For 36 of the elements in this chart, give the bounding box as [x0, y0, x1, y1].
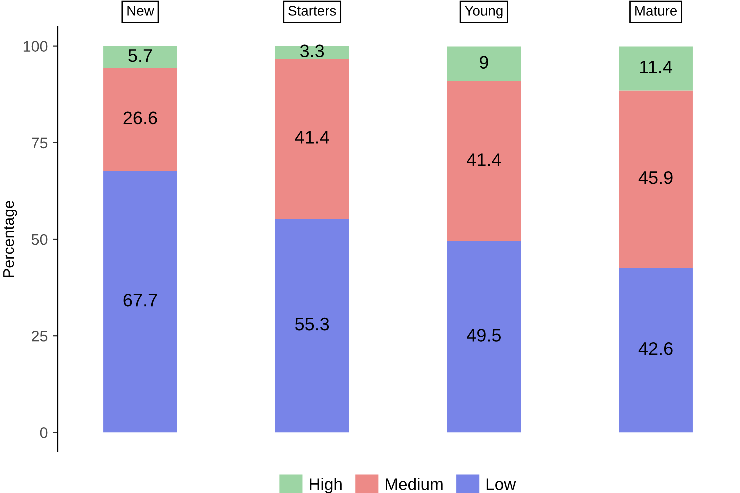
data-label: 41.4	[295, 131, 330, 144]
data-label: 9	[480, 56, 488, 69]
data-label: 55.3	[295, 318, 330, 331]
y-tick-label: 75	[32, 138, 48, 149]
data-label: 26.6	[124, 112, 158, 125]
bar	[275, 46, 350, 60]
data-label: 49.5	[467, 329, 501, 342]
bar	[619, 90, 693, 268]
legend-label: Low	[486, 478, 516, 490]
bar	[104, 171, 178, 433]
legend-label: Medium	[386, 478, 443, 490]
x-tick-label: Starters	[288, 6, 336, 16]
data-label: 45.9	[638, 171, 673, 184]
data-label: 67.7	[124, 294, 158, 307]
bar	[619, 268, 693, 433]
y-tick-label: 100	[24, 41, 48, 52]
data-label: 11.4	[640, 60, 672, 74]
data-label: 41.4	[467, 154, 502, 166]
bar	[619, 46, 693, 91]
x-tick-label: New	[128, 6, 154, 16]
data-label: 42.6	[638, 342, 673, 356]
y-axis-title: Percentage	[4, 201, 18, 278]
data-label: 5.7	[128, 50, 152, 62]
bar	[447, 81, 522, 242]
data-label: 3.3	[300, 44, 324, 58]
bar	[447, 46, 522, 82]
x-tick-label: Young	[465, 6, 503, 19]
bar	[104, 46, 178, 68]
bar	[275, 59, 350, 220]
bar	[275, 219, 350, 433]
y-tick-label: 25	[32, 330, 48, 342]
bar	[104, 68, 178, 172]
bar	[447, 241, 522, 433]
y-tick-label: 50	[32, 234, 48, 246]
y-tick-label: 0	[40, 428, 48, 438]
x-tick-label: Mature	[636, 6, 678, 16]
